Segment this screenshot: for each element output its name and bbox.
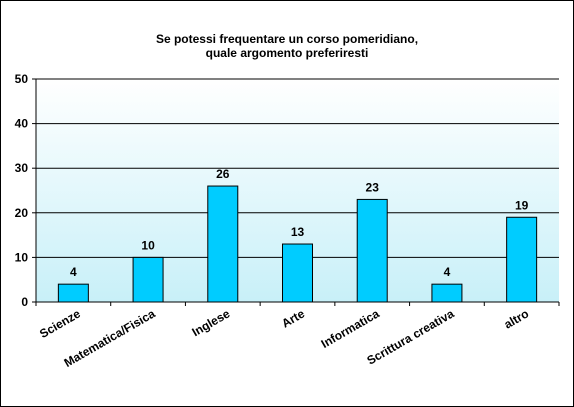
bar bbox=[282, 243, 313, 303]
x-tick-label: Inglese bbox=[189, 306, 232, 339]
bar-value-label: 19 bbox=[515, 198, 529, 212]
y-tick-label: 10 bbox=[15, 250, 29, 264]
chart-title-line-2: quale argomento preferiresti bbox=[206, 46, 369, 60]
bar bbox=[132, 256, 164, 303]
y-tick-label: 50 bbox=[15, 72, 29, 86]
bar-value-label: 13 bbox=[291, 225, 305, 239]
x-tick-label: Arte bbox=[279, 306, 307, 330]
x-tick-label: Scienze bbox=[37, 306, 83, 341]
bar bbox=[207, 185, 239, 303]
bar-value-label: 10 bbox=[141, 238, 155, 252]
y-axis: 0 10 20 30 40 50 bbox=[15, 72, 37, 309]
x-tick-label: Informatica bbox=[319, 306, 382, 351]
gridlines bbox=[36, 78, 559, 258]
y-tick-label: 40 bbox=[15, 117, 29, 131]
bar-value-label: 26 bbox=[216, 167, 230, 181]
bar bbox=[57, 283, 89, 303]
bar bbox=[506, 216, 538, 303]
bar bbox=[431, 283, 463, 303]
y-tick-label: 0 bbox=[21, 295, 28, 309]
bars: 4 10 26 13 23 4 19 bbox=[57, 167, 538, 303]
bar-value-label: 4 bbox=[444, 265, 451, 279]
chart-title-line-1: Se potessi frequentare un corso pomeridi… bbox=[156, 32, 418, 46]
y-tick-label: 30 bbox=[15, 161, 29, 175]
bar-value-label: 4 bbox=[70, 265, 77, 279]
x-tick-label: altro bbox=[502, 306, 532, 331]
bar bbox=[356, 198, 388, 303]
bar-value-label: 23 bbox=[366, 180, 380, 194]
y-tick-label: 20 bbox=[15, 206, 29, 220]
